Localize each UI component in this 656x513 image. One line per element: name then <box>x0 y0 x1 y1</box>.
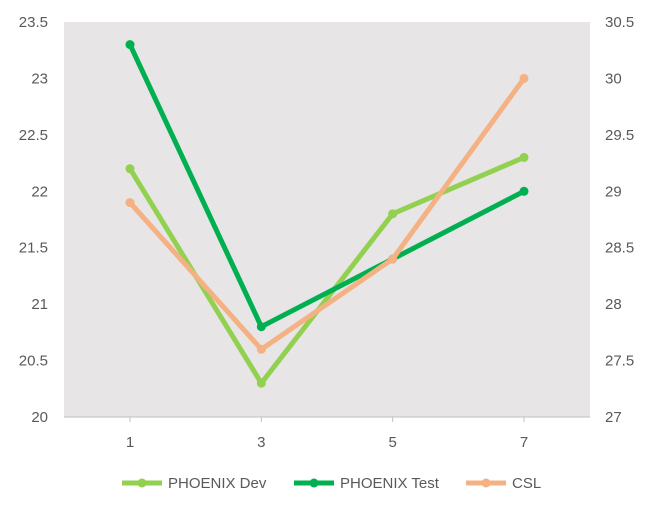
series-line <box>127 42 527 330</box>
right-y-axis-ticks: 27 27.5 28 28.5 29 29.5 30 30.5 <box>605 14 634 426</box>
x-tick-label: 3 <box>257 434 265 451</box>
legend-label: CSL <box>512 475 541 492</box>
left-y-tick-label: 23 <box>31 70 48 87</box>
left-y-tick-label: 20.5 <box>19 353 48 370</box>
legend-label: PHOENIX Dev <box>168 475 267 492</box>
x-tick-label: 1 <box>126 434 134 451</box>
right-y-tick-label: 28 <box>605 296 622 313</box>
legend-swatch-marker <box>481 478 491 488</box>
left-y-tick-label: 22.5 <box>19 127 48 144</box>
legend-item: PHOENIX Dev <box>122 475 267 492</box>
legend-swatch-marker <box>137 478 147 488</box>
right-y-tick-label: 30.5 <box>605 14 634 31</box>
data-point <box>519 152 529 162</box>
right-y-tick-label: 30 <box>605 70 622 87</box>
data-point <box>125 198 135 208</box>
left-y-tick-label: 21 <box>31 296 48 313</box>
legend-item: CSL <box>466 475 541 492</box>
data-point <box>125 164 135 174</box>
left-y-tick-label: 22 <box>31 183 48 200</box>
legend-item: PHOENIX Test <box>294 475 440 492</box>
x-tick-label: 7 <box>520 434 528 451</box>
data-point <box>256 344 266 354</box>
series-3 <box>125 73 529 354</box>
data-point <box>519 73 529 83</box>
left-y-tick-label: 21.5 <box>19 240 48 257</box>
series-line <box>127 75 527 352</box>
series-layer <box>125 40 529 388</box>
data-point <box>388 209 398 219</box>
right-y-tick-label: 27 <box>605 409 622 426</box>
legend: PHOENIX Dev PHOENIX Test CSL <box>122 475 541 492</box>
right-y-tick-label: 29.5 <box>605 127 634 144</box>
left-y-tick-label: 23.5 <box>19 14 48 31</box>
legend-swatch-marker <box>309 478 319 488</box>
x-tick-label: 5 <box>388 434 396 451</box>
left-y-tick-label: 20 <box>31 409 48 426</box>
right-y-tick-label: 27.5 <box>605 353 634 370</box>
right-y-tick-label: 29 <box>605 183 622 200</box>
data-point <box>256 378 266 388</box>
x-axis-ticks: 1 3 5 7 <box>126 417 528 451</box>
data-point <box>388 254 398 264</box>
data-point <box>519 186 529 196</box>
data-point <box>256 322 266 332</box>
left-y-axis-ticks: 20 20.5 21 21.5 22 22.5 23 23.5 <box>19 14 48 426</box>
legend-label: PHOENIX Test <box>340 475 440 492</box>
right-y-tick-label: 28.5 <box>605 240 634 257</box>
data-point <box>125 40 135 50</box>
